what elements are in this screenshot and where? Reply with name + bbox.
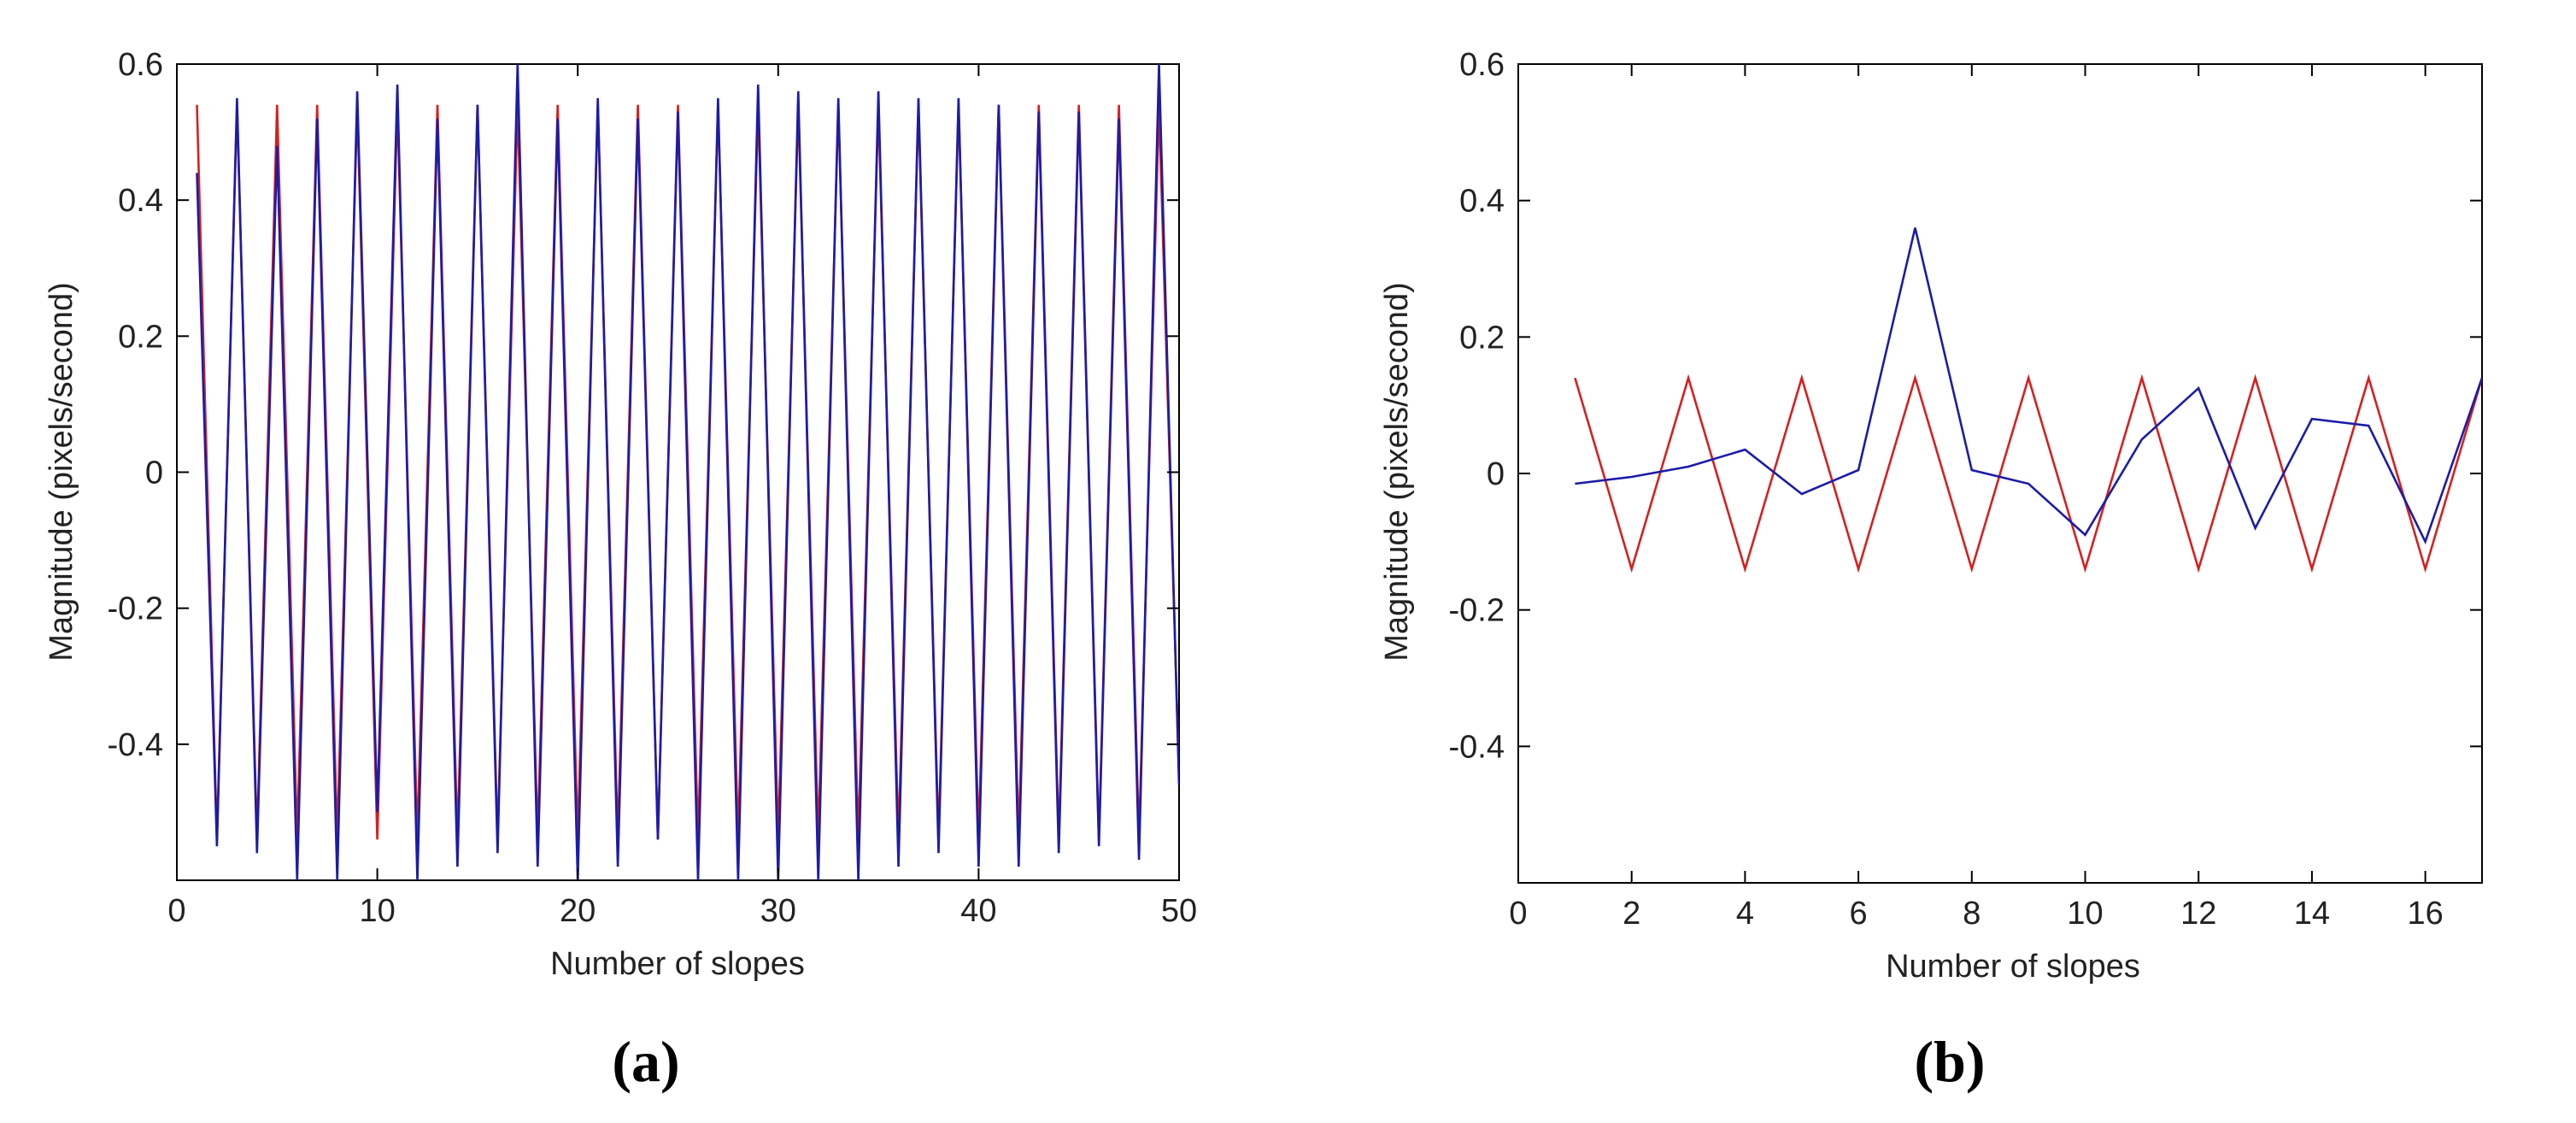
y-tick-label-a: 0 xyxy=(145,456,163,491)
x-tick-label-b: 14 xyxy=(2294,896,2330,932)
y-tick-label-b: -0.2 xyxy=(1449,593,1505,629)
y-tick-label-a: 0.2 xyxy=(118,319,163,355)
x-tick-label-b: 12 xyxy=(2180,896,2216,932)
y-tick-label-a: 0.4 xyxy=(118,183,163,219)
series-group-a xyxy=(196,64,1179,880)
x-tick-label-b: 2 xyxy=(1622,896,1640,932)
ticks-group-a: 0 10 20 30 40 50 -0.4 -0.2 0 0.2 0.4 0.6 xyxy=(108,47,1198,929)
x-axis-label-a: Number of slopes xyxy=(550,946,805,982)
x-tick-label-a: 30 xyxy=(760,893,796,929)
x-axis-label-b: Number of slopes xyxy=(1886,949,2140,985)
y-tick-label-a: -0.2 xyxy=(108,591,163,627)
x-tick-label-a: 0 xyxy=(167,893,185,929)
series-line-a-2 xyxy=(196,64,1179,880)
series-line-b-2 xyxy=(1575,227,2482,545)
y-tick-label-b: -0.4 xyxy=(1449,729,1505,765)
series-line-b-1 xyxy=(1574,373,2482,573)
y-tick-label-b: 0.2 xyxy=(1459,320,1505,356)
ticks-group-b: 0 2 4 6 8 10 12 14 16 -0.4 -0.2 0 0.2 0.4 0.6 xyxy=(1449,47,2482,932)
y-axis-label-a: Magnitude (pixels/second) xyxy=(44,282,79,661)
x-tick-label-a: 50 xyxy=(1161,893,1197,929)
y-axis-label-b: Magnitude (pixels/second) xyxy=(1379,282,1415,661)
y-tick-label-a: 0.6 xyxy=(118,47,163,83)
series-group-b xyxy=(1574,227,2482,573)
panel-tag-b: (b) xyxy=(1914,1029,1985,1094)
x-tick-label-b: 4 xyxy=(1736,896,1754,932)
x-tick-label-b: 6 xyxy=(1850,896,1868,932)
y-tick-label-b: 0 xyxy=(1487,456,1505,492)
x-tick-label-b: 8 xyxy=(1963,896,1980,932)
x-tick-label-b: 16 xyxy=(2408,896,2444,932)
panel-tag-a: (a) xyxy=(612,1029,679,1094)
chart-panel-b: 0 2 4 6 8 10 12 14 16 -0.4 -0.2 0 0.2 0.4 0.6 Number o… xyxy=(1379,47,2483,1094)
x-tick-label-a: 40 xyxy=(960,893,996,929)
y-tick-label-a: -0.4 xyxy=(108,727,163,763)
chart-panel-a: 0 10 20 30 40 50 -0.4 -0.2 0 0.2 0.4 0.6 Number of … xyxy=(44,47,1197,1094)
x-tick-label-a: 10 xyxy=(359,893,395,929)
y-tick-label-b: 0.4 xyxy=(1459,184,1505,220)
x-tick-label-b: 0 xyxy=(1509,896,1527,932)
x-tick-label-a: 20 xyxy=(560,893,596,929)
plot-area-a xyxy=(176,63,1180,881)
x-tick-label-b: 10 xyxy=(2067,896,2103,932)
y-tick-label-b: 0.6 xyxy=(1459,47,1505,83)
